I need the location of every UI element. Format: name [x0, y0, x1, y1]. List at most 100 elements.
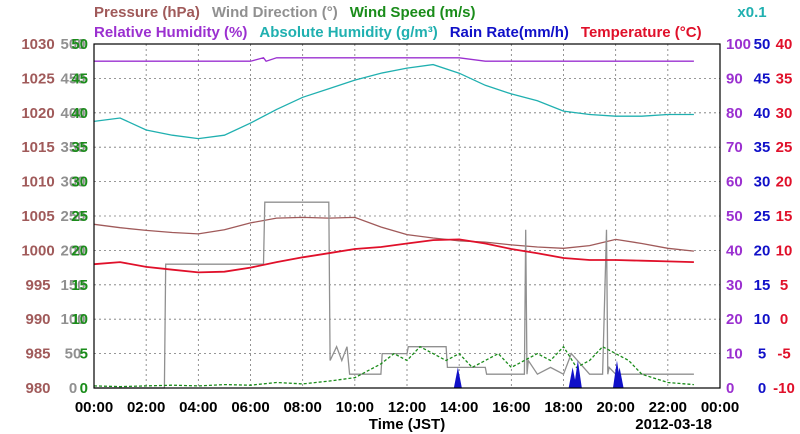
y-tick-label: 100 — [726, 36, 751, 53]
y-tick-label: 400 — [60, 105, 85, 122]
y-tick-label: 1025 — [21, 70, 54, 87]
x-axis-label: Time (JST) — [369, 416, 445, 433]
y-tick-label: 30 — [726, 277, 743, 294]
y-tick-label: 35 — [754, 139, 771, 156]
x-tick-label: 10:00 — [336, 399, 374, 416]
y-tick-label: 450 — [60, 70, 85, 87]
y-tick-label: 25 — [754, 208, 771, 225]
y-tick-label: 45 — [71, 70, 88, 87]
y-tick-label: 20 — [754, 242, 771, 259]
y-tick-label: 70 — [726, 139, 743, 156]
legend-entry: Wind Direction (°) — [212, 4, 338, 21]
series-line — [94, 57, 694, 62]
x-tick-label: 00:00 — [701, 399, 739, 416]
y-tick-label: 10 — [776, 242, 793, 259]
y-tick-label: 50 — [65, 346, 82, 363]
y-tick-label: 250 — [60, 208, 85, 225]
y-tick-label: 5 — [80, 346, 88, 363]
y-tick-label: -5 — [777, 346, 790, 363]
y-tick-label: 10 — [726, 346, 743, 363]
y-tick-label: 40 — [754, 105, 771, 122]
series-line — [94, 201, 694, 389]
y-tick-label: 1020 — [21, 105, 54, 122]
y-tick-label: 10 — [71, 311, 88, 328]
scale-note: x0.1 — [737, 4, 766, 21]
axes-layer: 9809859909951000100510101015102010251030… — [21, 36, 795, 416]
x-tick-label: 00:00 — [75, 399, 113, 416]
y-tick-label: 1010 — [21, 174, 54, 191]
y-tick-label: 40 — [726, 242, 743, 259]
y-tick-label: 1030 — [21, 36, 54, 53]
date-label: 2012-03-18 — [635, 416, 712, 433]
y-tick-label: 90 — [726, 70, 743, 87]
y-tick-label: 100 — [60, 311, 85, 328]
legend-entry: Temperature (°C) — [581, 24, 702, 41]
x-tick-label: 08:00 — [283, 399, 321, 416]
x-tick-label: 12:00 — [388, 399, 426, 416]
y-tick-label: 15 — [776, 208, 793, 225]
y-tick-label: 30 — [754, 174, 771, 191]
y-tick-label: 25 — [776, 139, 793, 156]
y-tick-label: 50 — [726, 208, 743, 225]
rain-rate-mark — [615, 367, 624, 388]
y-tick-label: 10 — [754, 311, 771, 328]
rain-rate-mark — [453, 367, 462, 388]
y-tick-label: 300 — [60, 174, 85, 191]
legend-entry: Relative Humidity (%) — [94, 24, 247, 41]
legend: Pressure (hPa) Wind Direction (°) Wind Spe… — [94, 4, 767, 41]
legend-entry: Absolute Humidity (g/m³) — [259, 24, 437, 41]
y-tick-label: 150 — [60, 277, 85, 294]
y-tick-label: 15 — [71, 277, 88, 294]
y-tick-label: 1000 — [21, 242, 54, 259]
y-tick-label: 20 — [776, 174, 793, 191]
plot-frame — [93, 43, 721, 389]
legend-entry: Wind Speed (m/s) — [350, 4, 476, 21]
x-tick-label: 22:00 — [649, 399, 687, 416]
y-tick-label: 80 — [726, 105, 743, 122]
y-tick-label: 40 — [776, 36, 793, 53]
y-tick-label: 30 — [776, 105, 793, 122]
y-tick-label: 1015 — [21, 139, 54, 156]
y-tick-label: 25 — [71, 208, 88, 225]
y-tick-label: 50 — [71, 36, 88, 53]
y-tick-label: 0 — [80, 380, 88, 397]
x-tick-label: 04:00 — [179, 399, 217, 416]
x-tick-label: 18:00 — [544, 399, 582, 416]
y-tick-label: 980 — [25, 380, 50, 397]
series-line — [93, 345, 694, 388]
series-line — [93, 63, 694, 140]
y-tick-label: 200 — [60, 242, 85, 259]
rain-rate-mark — [573, 360, 582, 388]
y-tick-label: 1005 — [21, 208, 54, 225]
y-tick-label: 985 — [25, 346, 50, 363]
y-tick-label: 40 — [71, 105, 88, 122]
y-tick-label: 20 — [71, 242, 88, 259]
x-tick-label: 20:00 — [596, 399, 634, 416]
series-line — [93, 238, 694, 274]
y-tick-label: 45 — [754, 70, 771, 87]
y-tick-label: -10 — [773, 380, 795, 397]
y-tick-label: 35 — [776, 70, 793, 87]
y-tick-label: 15 — [754, 277, 771, 294]
series-layer — [93, 57, 694, 389]
x-tick-label: 02:00 — [127, 399, 165, 416]
series-line — [93, 216, 694, 252]
legend-entry: Rain Rate(mm/h) — [450, 24, 569, 41]
grid — [94, 44, 720, 388]
x-tick-label: 06:00 — [231, 399, 269, 416]
y-tick-label: 500 — [60, 36, 85, 53]
x-tick-label: 14:00 — [440, 399, 478, 416]
y-tick-label: 350 — [60, 139, 85, 156]
y-tick-label: 0 — [726, 380, 734, 397]
y-tick-label: 35 — [71, 139, 88, 156]
x-tick-label: 16:00 — [492, 399, 530, 416]
y-tick-label: 0 — [780, 311, 788, 328]
y-tick-label: 990 — [25, 311, 50, 328]
y-tick-label: 30 — [71, 174, 88, 191]
y-tick-label: 0 — [758, 380, 766, 397]
y-tick-label: 995 — [25, 277, 50, 294]
y-tick-label: 5 — [758, 346, 766, 363]
y-tick-label: 50 — [754, 36, 771, 53]
y-tick-label: 0 — [69, 380, 77, 397]
